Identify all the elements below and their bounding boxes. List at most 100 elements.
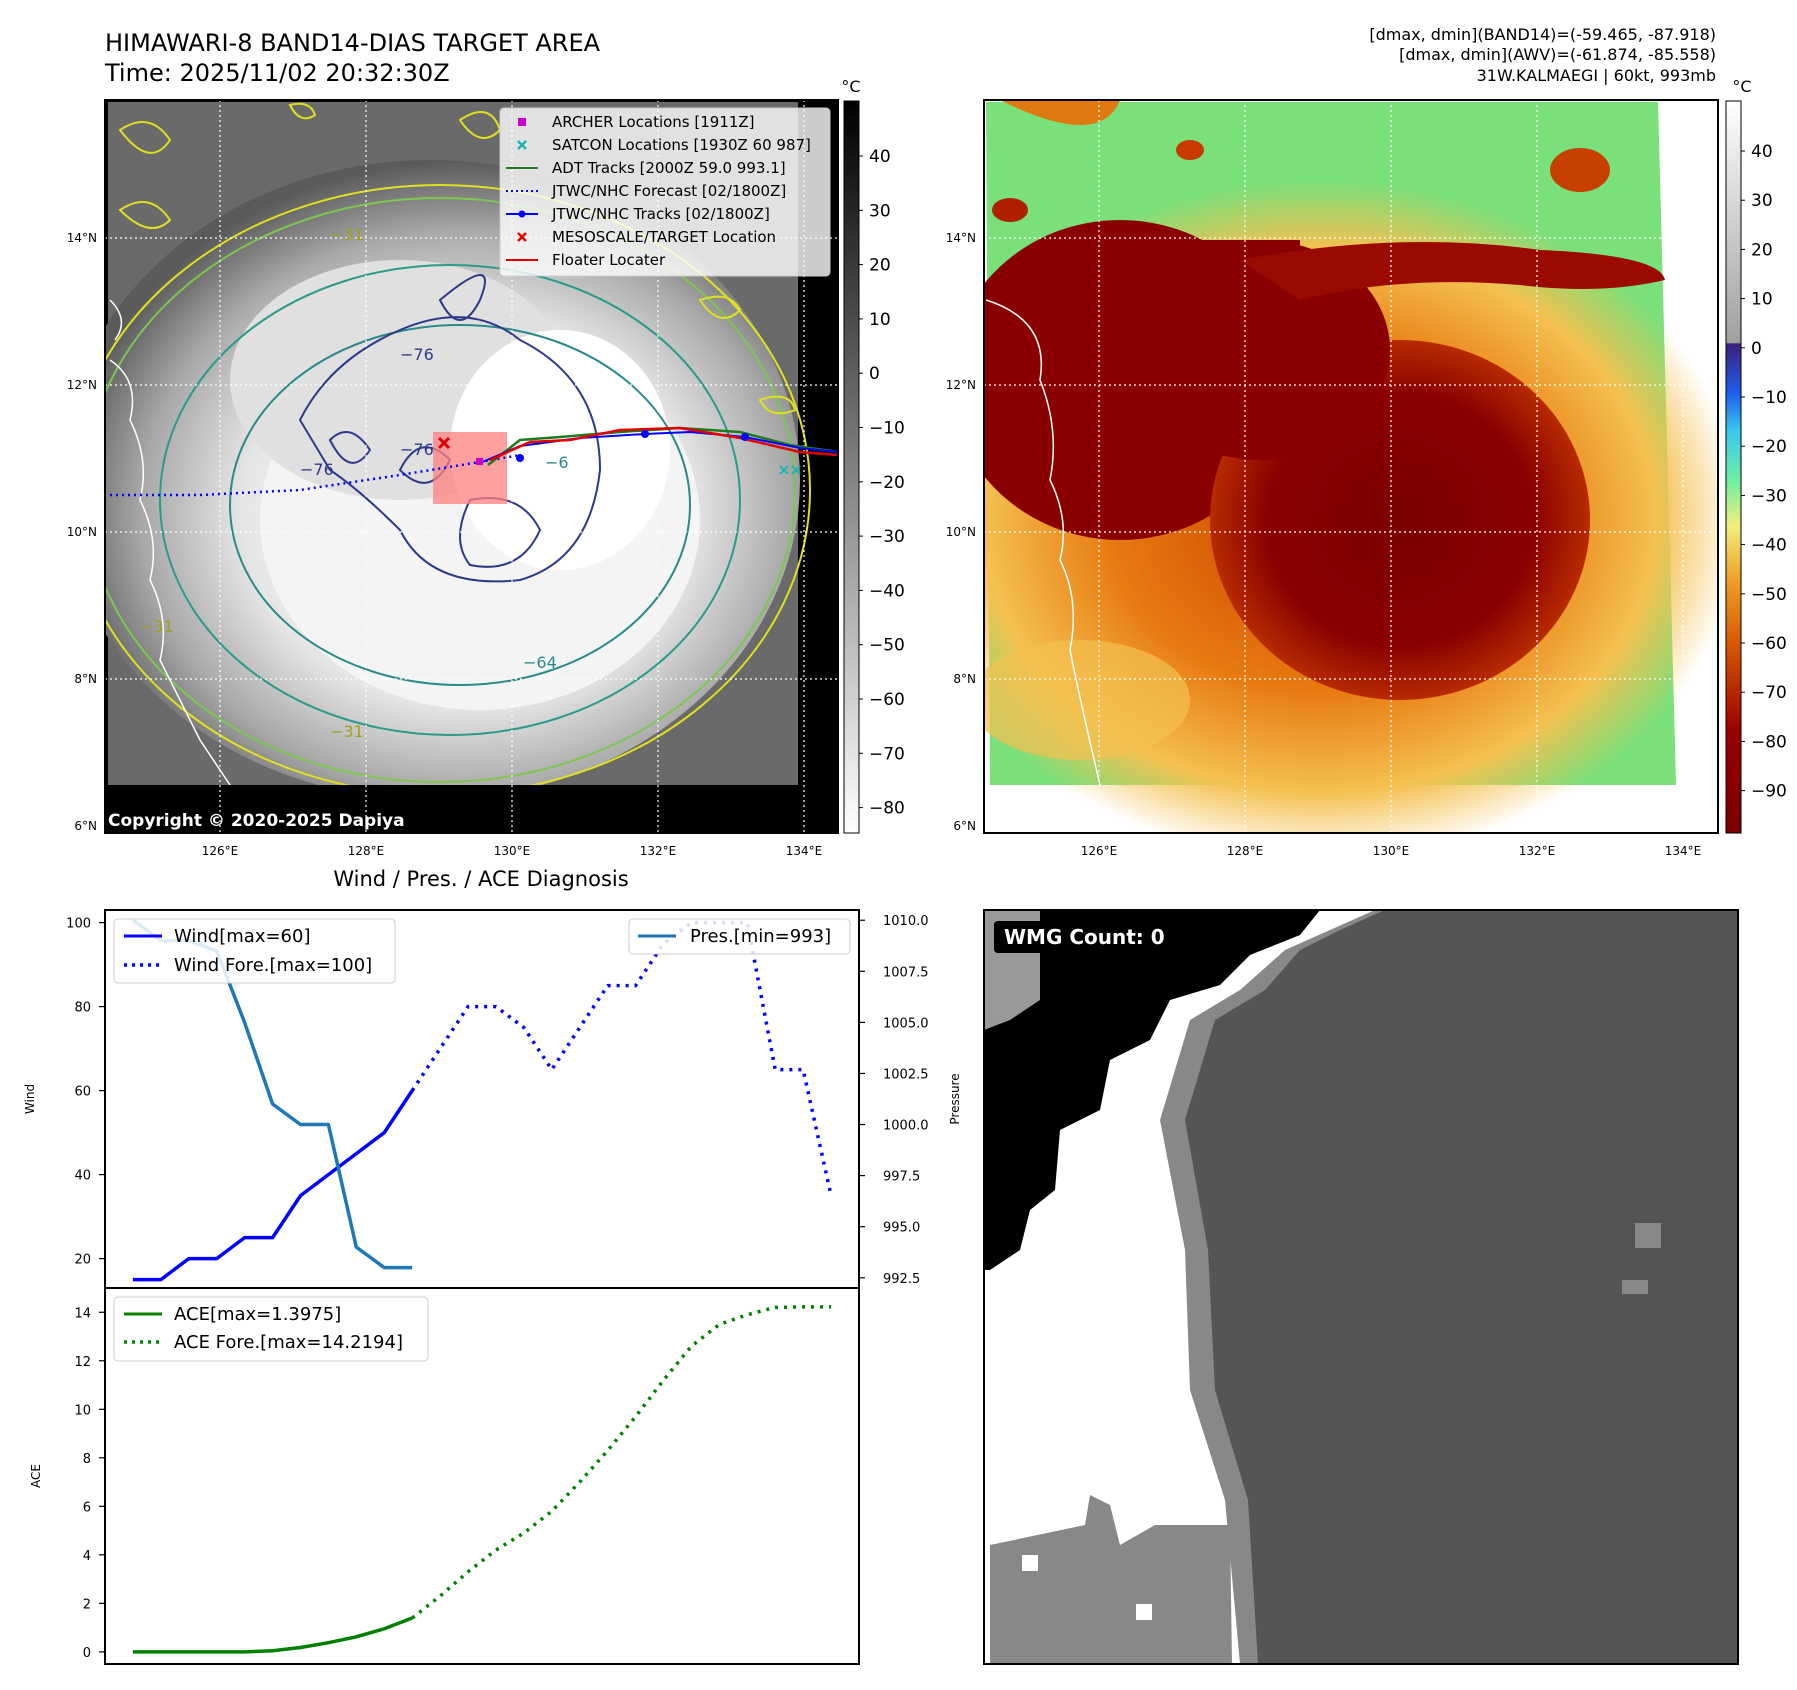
colorbar-tick-label: −70	[1751, 683, 1787, 703]
storm-info: 31W.KALMAEGI | 60kt, 993mb	[1477, 66, 1716, 85]
y-tick-label: 60	[74, 1085, 91, 1100]
copyright: Copyright © 2020-2025 Dapiya	[108, 811, 405, 831]
svg-text:8°N: 8°N	[74, 672, 97, 686]
contour-label: −6	[545, 453, 569, 472]
legend-label: JTWC/NHC Forecast [02/1800Z]	[551, 182, 786, 200]
series-line	[411, 1305, 832, 1620]
svg-text:14°N: 14°N	[946, 231, 976, 245]
colorbar-tick-label: −50	[869, 636, 905, 656]
contour-label: −76	[300, 460, 334, 479]
series-line	[132, 1616, 413, 1654]
svg-text:132°E: 132°E	[640, 844, 677, 858]
legend-marker	[517, 140, 527, 150]
colorbar-tick-label: 40	[869, 147, 891, 167]
svg-text:12°N: 12°N	[67, 378, 97, 392]
wind-legend-label: Wind[max=60]	[174, 926, 311, 947]
colorbar-tick-label: 20	[1751, 240, 1773, 260]
colorbar-tick-label: 40	[1751, 142, 1773, 162]
chart-title: Wind / Pres. / ACE Diagnosis	[333, 867, 628, 891]
svg-text:126°E: 126°E	[1081, 844, 1118, 858]
svg-text:8°N: 8°N	[953, 672, 976, 686]
figure-title: HIMAWARI-8 BAND14-DIAS TARGET AREA	[105, 29, 601, 57]
legend-label: ARCHER Locations [1911Z]	[552, 113, 755, 131]
pressure-legend-label: Pres.[min=993]	[690, 926, 831, 947]
y2-tick-label: 1007.5	[883, 965, 929, 980]
wmg-imagery	[984, 910, 1738, 1664]
pressure-legend: Pres.[min=993]	[628, 918, 851, 955]
svg-text:134°E: 134°E	[786, 844, 823, 858]
wmg-panel: WMG Count: 0	[983, 909, 1739, 1665]
svg-text:134°E: 134°E	[1665, 844, 1702, 858]
svg-text:132°E: 132°E	[1519, 844, 1556, 858]
legend-item: SATCON Locations [1930Z 60 987]	[517, 136, 811, 154]
y-tick-label: 8	[83, 1452, 91, 1467]
svg-text:14°N: 14°N	[67, 231, 97, 245]
contour-label: −64	[523, 653, 557, 672]
colorbar-tick-label: 30	[869, 201, 891, 221]
colorbar-tick-label: 20	[869, 256, 891, 276]
y2-tick-label: 997.5	[883, 1170, 920, 1185]
legend-label: SATCON Locations [1930Z 60 987]	[552, 136, 811, 154]
svg-text:6°N: 6°N	[953, 819, 976, 833]
y-tick-label: 0	[83, 1646, 91, 1661]
contour-label: −31	[140, 617, 174, 636]
colorbar-tick-label: −20	[1751, 437, 1787, 457]
legend-marker	[518, 210, 526, 218]
color-colorbar-ticks: 40 30 20 10 0 −10 −20 −30 −40 −50 −60 −70 −80 −90	[1741, 142, 1787, 802]
ir-map-imagery	[105, 100, 838, 833]
floater-track	[489, 426, 838, 462]
wind-forecast-legend-label: Wind Fore.[max=100]	[174, 955, 372, 976]
legend-marker	[517, 232, 527, 242]
stats-band14: [dmax, dmin](BAND14)=(-59.465, -87.918)	[1369, 25, 1716, 44]
color-colorbar-unit: °C	[1732, 77, 1751, 96]
colorbar-tick-label: −80	[1751, 732, 1787, 752]
colorbar-tick-label: −70	[869, 744, 905, 764]
y-tick-label: 80	[74, 1001, 91, 1016]
y2-tick-label: 1002.5	[883, 1067, 929, 1082]
svg-text:128°E: 128°E	[1227, 844, 1264, 858]
archer-location-marker	[476, 458, 483, 465]
wind-legend: Wind[max=60] Wind Fore.[max=100]	[113, 918, 396, 984]
legend-label: JTWC/NHC Tracks [02/1800Z]	[551, 205, 770, 223]
colorbar-tick-label: −10	[869, 419, 905, 439]
svg-text:126°E: 126°E	[202, 844, 239, 858]
ir-lat-ticks: 14°N 12°N 10°N 8°N 6°N	[67, 231, 97, 833]
legend-item: Floater Locater	[506, 251, 666, 269]
colorbar-tick-label: −30	[1751, 486, 1787, 506]
series-line	[132, 1089, 414, 1282]
ir-lon-ticks: 126°E 128°E 130°E 132°E 134°E	[202, 844, 823, 858]
svg-text:130°E: 130°E	[494, 844, 531, 858]
y-tick-label: 6	[83, 1500, 91, 1515]
figure-time: Time: 2025/11/02 20:32:30Z	[104, 59, 450, 87]
color-lat-ticks: 14°N 12°N 10°N 8°N 6°N	[946, 231, 976, 833]
pressure-axis-label: Pressure	[948, 1073, 962, 1124]
ir-map-panel: −76 −76 −76 −64 −31 −31 −31 −6 Copyright…	[67, 77, 905, 858]
series-line	[410, 920, 833, 1196]
jtwc-track	[479, 430, 838, 464]
jtwc-track-points	[516, 430, 749, 462]
target-location-marker	[437, 436, 451, 450]
ir-map-legend: ARCHER Locations [1911Z] SATCON Locations…	[499, 107, 831, 277]
colorbar-tick-label: −10	[1751, 388, 1787, 408]
y-tick-label: 40	[74, 1169, 91, 1184]
y-tick-label: 10	[74, 1403, 91, 1418]
y-tick-label: 4	[83, 1549, 91, 1564]
wind-axis-label: Wind	[23, 1084, 37, 1114]
y2-tick-label: 1005.0	[883, 1016, 929, 1031]
legend-item: JTWC/NHC Forecast [02/1800Z]	[506, 182, 786, 200]
legend-item: JTWC/NHC Tracks [02/1800Z]	[506, 205, 770, 223]
ir-colorbar-ticks: 40 30 20 10 0 −10 −20 −30 −40 −50 −60 −70 −80	[859, 147, 905, 819]
ace-chart: 0 2 4 6 8 10 12 14 ACE ACE[max=1.3975] ACE Fore…	[29, 1287, 860, 1665]
colorbar-tick-label: −20	[869, 473, 905, 493]
ir-colorbar-unit: °C	[841, 77, 860, 96]
ace-axis-label: ACE	[29, 1464, 43, 1488]
colorbar-tick-label: 10	[1751, 290, 1773, 310]
legend-item: ADT Tracks [2000Z 59.0 993.1]	[506, 159, 786, 177]
legend-item: ARCHER Locations [1911Z]	[518, 113, 755, 131]
y-tick-label: 14	[74, 1306, 91, 1321]
legend-marker	[518, 118, 526, 126]
y2-tick-label: 1000.0	[883, 1119, 929, 1134]
y2-tick-label: 992.5	[883, 1272, 920, 1287]
color-lon-ticks: 126°E 128°E 130°E 132°E 134°E	[1081, 844, 1702, 858]
